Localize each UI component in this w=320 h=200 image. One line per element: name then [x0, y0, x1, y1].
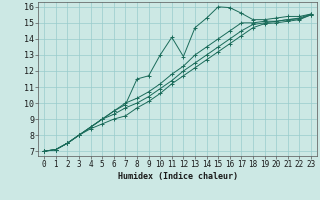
X-axis label: Humidex (Indice chaleur): Humidex (Indice chaleur) — [118, 172, 238, 181]
